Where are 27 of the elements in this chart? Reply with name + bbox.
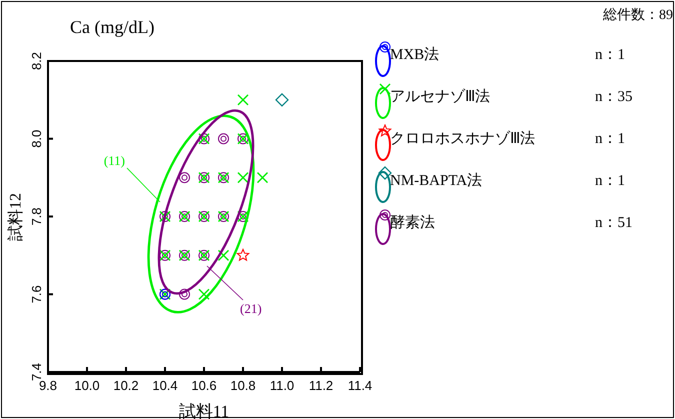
x-tick-label: 11.0 — [270, 378, 294, 394]
legend-label: MXB法 — [390, 46, 440, 64]
x-tick-label: 11.2 — [308, 378, 334, 394]
text: n：1 — [595, 130, 625, 148]
chart-title: Ca (mg/dL) — [70, 17, 154, 38]
text: n：51 — [595, 214, 632, 232]
x-tick-label: 10.0 — [74, 378, 100, 394]
text: 総件数：89 — [603, 6, 673, 24]
y-tick-label: 7.6 — [29, 285, 44, 304]
x-tick-label: 10.2 — [113, 378, 139, 394]
text: n：1 — [595, 172, 625, 190]
y-tick-label: 7.8 — [29, 207, 44, 226]
annotation: (11) — [104, 153, 125, 168]
x-tick-label: 11.4 — [348, 378, 372, 394]
legend-label: クロロホスホナゾⅢ法 — [390, 130, 535, 148]
y-tick-label: 8.0 — [29, 130, 44, 148]
legend-label: NM-BAPTA法 — [390, 172, 482, 190]
legend-label: アルセナゾⅢ法 — [390, 88, 490, 106]
x-tick-label: 10.8 — [230, 378, 256, 394]
x-tick-label: 10.4 — [152, 378, 178, 394]
y-axis-title: 試料12 — [6, 193, 24, 241]
legend-label: 酵素法 — [390, 214, 435, 232]
annotation: (21) — [240, 301, 262, 316]
text: n：1 — [595, 46, 625, 64]
y-tick-label: 8.2 — [29, 52, 44, 70]
x-tick-label: 10.6 — [191, 378, 217, 394]
text: n：35 — [595, 88, 632, 106]
